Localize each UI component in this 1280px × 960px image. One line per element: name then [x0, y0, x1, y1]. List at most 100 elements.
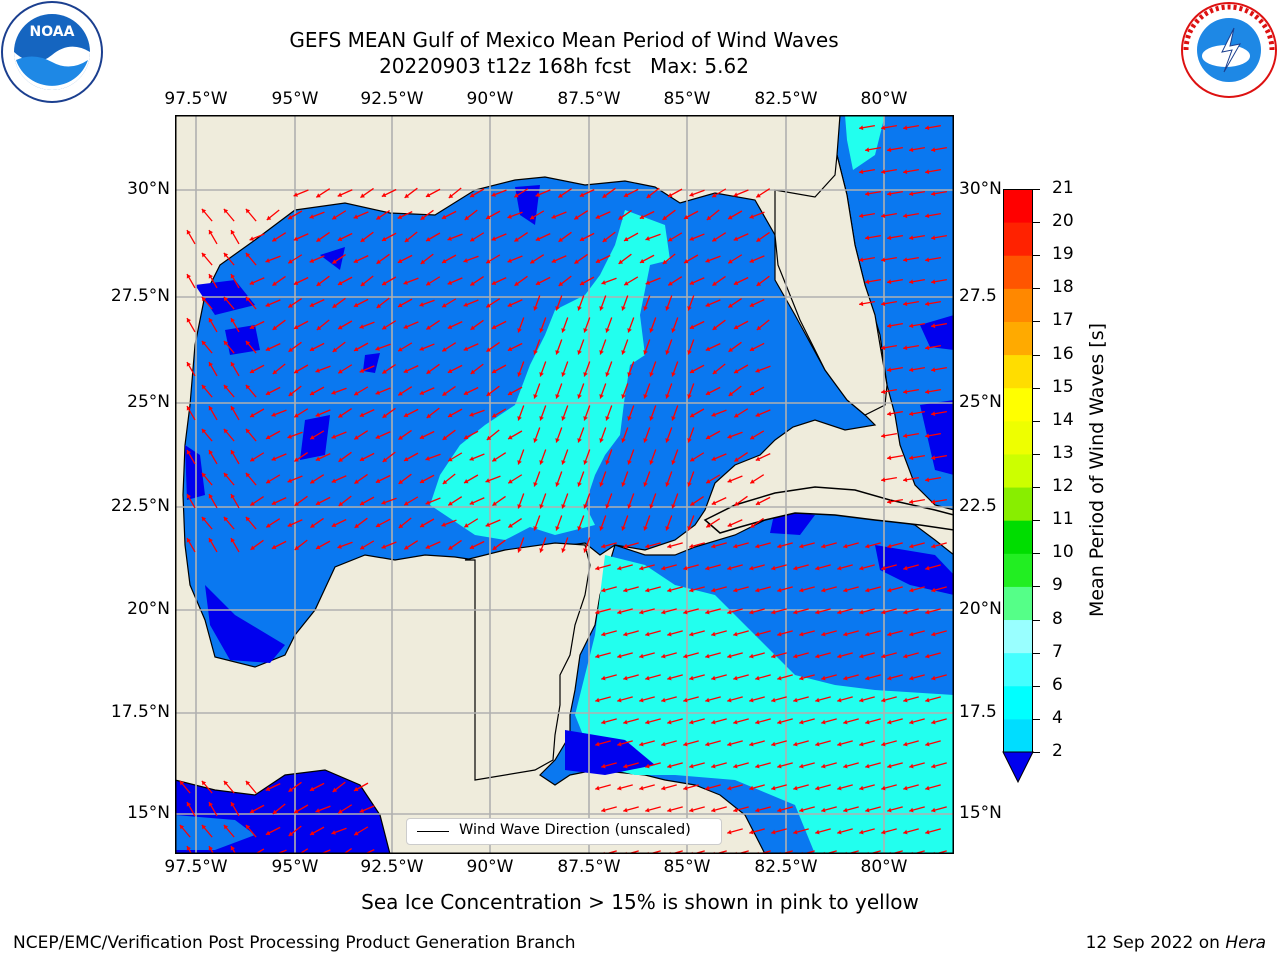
direction-arrow — [821, 674, 837, 681]
direction-arrow — [448, 187, 462, 199]
direction-arrow — [599, 295, 607, 311]
direction-arrow — [265, 826, 281, 836]
direction-arrow — [353, 430, 369, 440]
direction-arrow — [793, 564, 809, 571]
direction-arrow — [733, 586, 749, 593]
direction-arrow — [579, 276, 595, 286]
direction-arrow — [649, 449, 657, 465]
direction-arrow — [705, 430, 721, 440]
direction-arrow — [539, 537, 547, 553]
direction-arrow — [859, 124, 875, 131]
direction-arrow — [332, 341, 346, 353]
direction-arrow — [925, 696, 941, 703]
direction-arrow — [687, 515, 695, 531]
direction-arrow — [865, 586, 881, 593]
direction-arrow — [420, 253, 434, 265]
colorbar-segment — [1003, 453, 1033, 488]
direction-arrow — [799, 806, 815, 813]
direction-arrow — [315, 805, 331, 813]
direction-arrow — [643, 427, 651, 443]
direction-arrow — [266, 209, 280, 221]
colorbar-tick-mark — [1033, 420, 1040, 422]
direction-arrow — [403, 277, 419, 285]
direction-arrow — [903, 212, 919, 219]
direction-arrow — [687, 339, 695, 355]
direction-arrow — [561, 493, 569, 509]
direction-arrow — [249, 277, 265, 285]
direction-arrow — [617, 784, 633, 791]
direction-arrow — [533, 295, 541, 311]
lon-tick-top: 92.5°W — [360, 89, 424, 109]
direction-arrow — [539, 449, 547, 465]
colorbar-tick-mark — [1033, 619, 1040, 621]
direction-arrow — [441, 519, 457, 527]
direction-arrow — [755, 586, 771, 593]
direction-arrow — [293, 233, 309, 241]
direction-arrow — [332, 253, 346, 265]
direction-arrow — [925, 212, 941, 219]
direction-arrow — [661, 608, 677, 615]
direction-arrow — [381, 497, 397, 505]
direction-arrow — [771, 608, 787, 615]
direction-arrow — [689, 277, 705, 285]
direction-arrow — [925, 652, 941, 659]
direction-arrow — [491, 233, 507, 241]
direction-arrow — [265, 299, 281, 307]
direction-arrow — [749, 299, 765, 307]
direction-arrow — [793, 696, 809, 703]
direction-arrow — [208, 493, 218, 509]
direction-arrow — [208, 449, 218, 465]
direction-arrow — [375, 518, 391, 528]
direction-arrow — [265, 255, 281, 263]
direction-arrow — [683, 254, 699, 264]
direction-arrow — [777, 718, 793, 725]
direction-arrow — [887, 674, 903, 681]
direction-arrow — [381, 541, 397, 549]
direction-arrow — [623, 586, 639, 593]
direction-arrow — [595, 608, 611, 615]
direction-arrow — [750, 517, 764, 529]
direction-arrow — [485, 298, 501, 308]
direction-arrow — [426, 363, 440, 375]
direction-arrow — [903, 608, 919, 615]
direction-arrow — [309, 386, 325, 396]
direction-arrow — [555, 515, 563, 531]
direction-arrow — [815, 828, 831, 835]
direction-arrow — [705, 299, 721, 307]
direction-arrow — [208, 361, 218, 377]
direction-arrow — [639, 210, 655, 220]
direction-arrow — [621, 383, 629, 399]
direction-arrow — [583, 449, 591, 465]
direction-arrow — [595, 254, 611, 264]
direction-arrow — [815, 564, 831, 571]
direction-arrow — [771, 784, 787, 791]
direction-arrow — [469, 497, 485, 505]
direction-arrow — [230, 493, 240, 509]
direction-arrow — [665, 295, 673, 311]
direction-arrow — [749, 696, 765, 703]
direction-arrow — [447, 321, 463, 329]
direction-arrow — [223, 824, 235, 838]
lat-tick-left: 22.5°N — [110, 496, 170, 516]
direction-arrow — [535, 189, 551, 197]
direction-arrow — [533, 427, 541, 443]
lon-tick-bottom: 82.5°W — [754, 857, 818, 877]
direction-arrow — [447, 496, 463, 506]
colorbar-segment — [1003, 288, 1033, 322]
direction-arrow — [771, 696, 787, 703]
direction-arrow — [881, 608, 897, 615]
colorbar-tick-label: 20 — [1052, 211, 1074, 232]
direction-arrow — [903, 256, 919, 263]
direction-arrow — [925, 300, 941, 307]
direction-arrow — [837, 784, 853, 791]
direction-arrow — [316, 231, 330, 243]
direction-arrow — [683, 652, 699, 659]
direction-arrow — [272, 363, 286, 375]
direction-arrow — [667, 188, 683, 198]
direction-arrow — [201, 472, 213, 486]
direction-arrow — [925, 344, 941, 351]
direction-arrow — [353, 342, 369, 352]
direction-arrow — [561, 405, 569, 421]
direction-arrow — [381, 276, 397, 286]
direction-arrow — [799, 718, 815, 725]
